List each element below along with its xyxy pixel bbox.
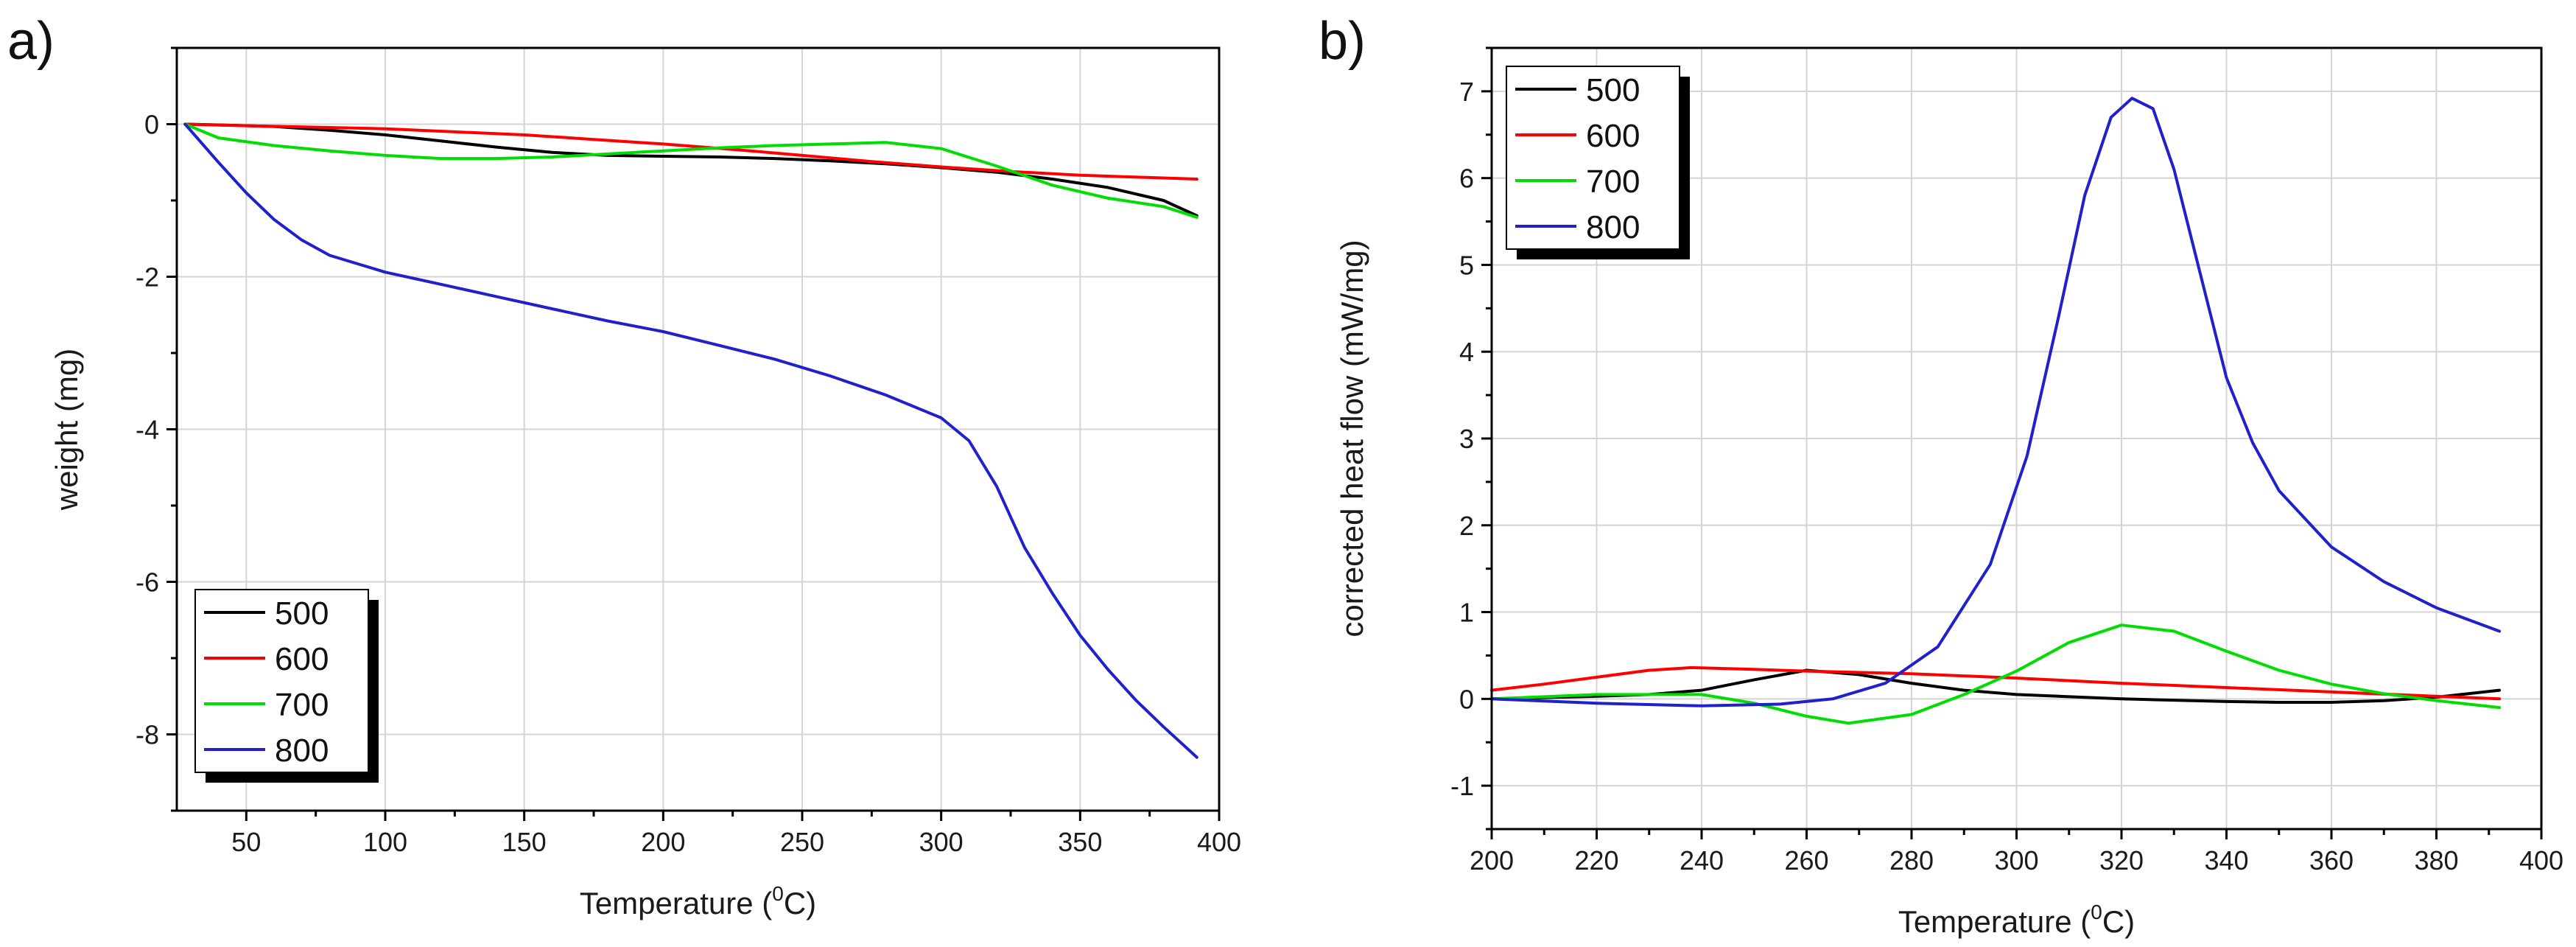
panel-b-heat-flow-chart: b)200 220 240 260 280 300 320 340 360 380 40076543… <box>1319 12 2563 939</box>
x-tick-label-a: 200 <box>641 827 685 857</box>
x-tick-label-b: 360 <box>2309 845 2354 876</box>
x-tick-label-b: 220 <box>1574 845 1618 876</box>
x-tick-label-a: 400 <box>1197 827 1241 857</box>
panel-label-b: b) <box>1319 12 1366 71</box>
x-tick-label-b: 340 <box>2204 845 2248 876</box>
series-line-a-700 <box>183 122 1198 219</box>
series-line-a-600 <box>183 122 1198 181</box>
x-tick-label-a: 350 <box>1058 827 1102 857</box>
x-tick-label-b: 200 <box>1470 845 1514 876</box>
y-tick-label-a: -6 <box>136 567 159 598</box>
legend-box-a <box>194 589 369 773</box>
y-axis-title-a: weight (mg) <box>49 349 84 511</box>
x-axis-title-b: Temperature (0C) <box>1898 901 2135 939</box>
x-tick-label-b: 320 <box>2099 845 2144 876</box>
y-tick-label-b: 7 <box>1459 77 1474 107</box>
legend-label-b-500: 500 <box>1586 72 1640 108</box>
legend-b: 500 600 700 800 <box>1506 66 1690 259</box>
y-tick-label-a: -4 <box>136 415 159 445</box>
y-tick-label-b: -1 <box>1450 771 1474 801</box>
y-tick-label-b: 1 <box>1459 598 1474 628</box>
series-line-b-500 <box>1490 668 2501 704</box>
panel-a-weight-chart: a) 50 100 150 200 250 300 350 400 0 -2 -4 -6 -8 Temper… <box>7 12 1241 920</box>
series-line-b-700 <box>1490 623 2501 725</box>
y-tick-label-a: -8 <box>136 720 159 750</box>
legend-label-a-700: 700 <box>275 687 329 723</box>
x-tick-label-b: 260 <box>1784 845 1828 876</box>
x-tick-label-a: 150 <box>502 827 547 857</box>
legend-a: 500 600 700 800 <box>194 589 379 783</box>
y-tick-label-b: 5 <box>1459 250 1474 280</box>
series-line-a-500 <box>183 122 1198 217</box>
x-tick-label-b: 300 <box>1994 845 2038 876</box>
y-tick-label-a: 0 <box>144 110 159 140</box>
x-tick-label-a: 250 <box>780 827 824 857</box>
series-line-b-600 <box>1490 665 2501 701</box>
legend-label-a-600: 600 <box>275 641 329 677</box>
legend-label-b-700: 700 <box>1586 164 1640 200</box>
series-line-b-800 <box>1490 97 2501 707</box>
panel-label-a: a) <box>7 12 55 71</box>
x-tick-label-a: 100 <box>363 827 407 857</box>
legend-label-a-500: 500 <box>275 595 329 632</box>
y-tick-label-b: 4 <box>1459 337 1474 367</box>
x-axis-title-a: Temperature (0C) <box>580 882 816 920</box>
x-tick-label-a: 300 <box>919 827 964 857</box>
legend-label-b-800: 800 <box>1586 209 1640 245</box>
x-tick-label-b: 240 <box>1680 845 1724 876</box>
y-axis-title-b: corrected heat flow (mW/mg) <box>1335 240 1369 637</box>
legend-label-a-800: 800 <box>275 733 329 769</box>
legend-label-b-600: 600 <box>1586 118 1640 154</box>
y-tick-label-b: 3 <box>1459 424 1474 454</box>
x-tick-label-a: 50 <box>231 827 261 857</box>
x-tick-label-b: 280 <box>1889 845 1934 876</box>
legend-box-b <box>1506 66 1680 250</box>
y-tick-label-a: -2 <box>136 262 159 293</box>
y-tick-label-b: 2 <box>1459 511 1474 541</box>
x-tick-label-b: 400 <box>2519 845 2563 876</box>
x-tick-label-b: 380 <box>2414 845 2458 876</box>
y-tick-label-b: 6 <box>1459 164 1474 194</box>
series-line-a-800 <box>183 122 1198 759</box>
y-tick-label-b: 0 <box>1459 684 1474 714</box>
